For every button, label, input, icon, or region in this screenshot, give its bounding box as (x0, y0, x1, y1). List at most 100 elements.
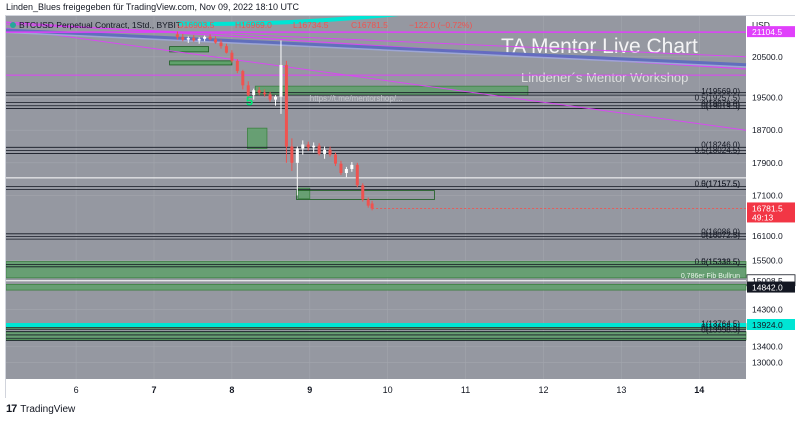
price-tag-label: 15008.5 (752, 276, 783, 286)
fib-label: 0(13655.5) (701, 322, 740, 331)
fib-label: 0(13558.5) (701, 325, 740, 334)
y-tick-label: 14300.0 (752, 305, 783, 315)
x-tick-label: 13 (616, 385, 626, 395)
x-tick-label: 8 (229, 385, 234, 395)
zone-17100[interactable] (297, 187, 311, 200)
price-tag[interactable] (747, 318, 795, 330)
candle-body[interactable] (344, 168, 348, 174)
candle-body[interactable] (350, 164, 354, 169)
trendline-magenta-3 (6, 27, 747, 131)
zone-14842[interactable] (6, 283, 747, 291)
candle-body[interactable] (186, 38, 190, 40)
candle-body[interactable] (370, 203, 374, 209)
y-tick-label: 18700.0 (752, 125, 783, 135)
candle-body[interactable] (295, 148, 299, 163)
ohlc-low: L16734.5 (293, 20, 329, 30)
candle-body[interactable] (306, 144, 310, 148)
x-tick-label: 11 (461, 385, 470, 395)
candle-body[interactable] (284, 64, 288, 147)
trendline-blue-edge (6, 31, 747, 68)
candle-body[interactable] (339, 163, 343, 174)
x-tick-label: 10 (383, 385, 393, 395)
y-tick-label: 20500.0 (752, 52, 783, 62)
market-open-icon (10, 22, 16, 28)
fib-label: 1(19569.0) (701, 87, 740, 96)
price-tag[interactable] (747, 202, 795, 223)
candle-body[interactable] (263, 92, 267, 95)
time-axis-background (6, 379, 746, 399)
candle-body[interactable] (230, 52, 234, 61)
watermark-subtitle: Lindener´s Mentor Workshop (521, 70, 688, 85)
candle-body[interactable] (181, 37, 185, 40)
tradingview-footer: 17 TradingView (6, 401, 75, 417)
candle-body[interactable] (268, 94, 272, 100)
price-tag-label: 13924.0 (752, 320, 783, 330)
ohlc-open: O16903.5 (177, 20, 215, 30)
zone-small-1[interactable] (169, 46, 209, 53)
x-tick-label: 6 (74, 385, 79, 395)
zone-small-2[interactable] (169, 60, 233, 66)
y-tick-label: 15500.0 (752, 256, 783, 266)
fib-label: 0.5(18024.5) (695, 146, 741, 155)
candle-body[interactable] (175, 34, 179, 38)
candle-body[interactable] (333, 154, 337, 164)
zone-mid-left[interactable] (247, 127, 268, 149)
y-tick-label: 17900.0 (752, 158, 783, 168)
plot-background (6, 16, 746, 379)
currency-label: USD (752, 20, 770, 30)
candle-body[interactable] (192, 38, 196, 41)
cyan-arc (177, 16, 399, 26)
price-tag[interactable] (747, 281, 795, 293)
y-tick-label: 13000.0 (752, 358, 783, 368)
price-tag[interactable] (747, 26, 795, 38)
candle-body[interactable] (274, 96, 278, 100)
price-tag-label: 14842.0 (752, 283, 783, 293)
ohlc-high: H16969.0 (235, 20, 272, 30)
candle-body[interactable] (366, 199, 370, 206)
candle-body[interactable] (197, 38, 201, 41)
trendline-magenta-2 (6, 23, 747, 58)
y-tick-label: 13400.0 (752, 341, 783, 351)
candle-body[interactable] (328, 149, 332, 155)
candle-body[interactable] (224, 46, 228, 53)
candle-body[interactable] (301, 144, 305, 149)
ohlc-close: C16781.5 (351, 20, 388, 30)
candle-body[interactable] (355, 164, 359, 186)
candle-body[interactable] (219, 42, 223, 47)
wave-label: 5 (246, 94, 253, 109)
candle-body[interactable] (317, 145, 321, 154)
x-tick-label: 9 (307, 385, 312, 395)
fib-label: 0(19019.5) (701, 102, 740, 111)
symbol-title: BTCUSD Perpetual Contract, 1Std., BYBIT (19, 20, 181, 30)
fib-label: 0(16072.5) (701, 231, 740, 240)
candle-body[interactable] (241, 71, 245, 86)
countdown-label: 49:13 (752, 212, 774, 222)
candle-body[interactable] (214, 39, 218, 43)
candle-body[interactable] (361, 185, 365, 200)
chart-frame[interactable]: TA Mentor Live Chart Lindener´s Mentor Wo… (5, 15, 796, 399)
zone-15300[interactable] (6, 261, 747, 279)
fib-label: 1(13764.5) (701, 320, 740, 329)
zone-13600[interactable] (6, 331, 747, 341)
candle-body[interactable] (246, 85, 250, 96)
price-tag-label: 21104.5 (752, 27, 782, 37)
fib-label: 0(15318.5) (701, 258, 740, 267)
candle-body[interactable] (235, 60, 239, 72)
candle-body[interactable] (312, 145, 316, 148)
candle-body[interactable] (208, 36, 212, 40)
share-header: Linden_Blues freigegeben für TradingView… (6, 2, 300, 12)
candle-body[interactable] (252, 90, 256, 96)
fib-label: 0(17157.5) (701, 179, 740, 188)
candle-body[interactable] (323, 149, 327, 154)
candle-body[interactable] (257, 90, 261, 93)
candle-body[interactable] (290, 146, 294, 163)
fib-label: 0(19079.0) (701, 99, 740, 108)
fib-bullrun-label: 0,786er Fib Bullrun (681, 273, 740, 280)
y-tick-label: 16100.0 (752, 231, 783, 241)
tradingview-brand: TradingView (20, 403, 76, 415)
x-tick-label: 7 (151, 385, 156, 395)
fib-label: 0.5(19257.5) (695, 94, 741, 103)
candle-body[interactable] (203, 36, 207, 39)
candle-body[interactable] (279, 64, 283, 97)
